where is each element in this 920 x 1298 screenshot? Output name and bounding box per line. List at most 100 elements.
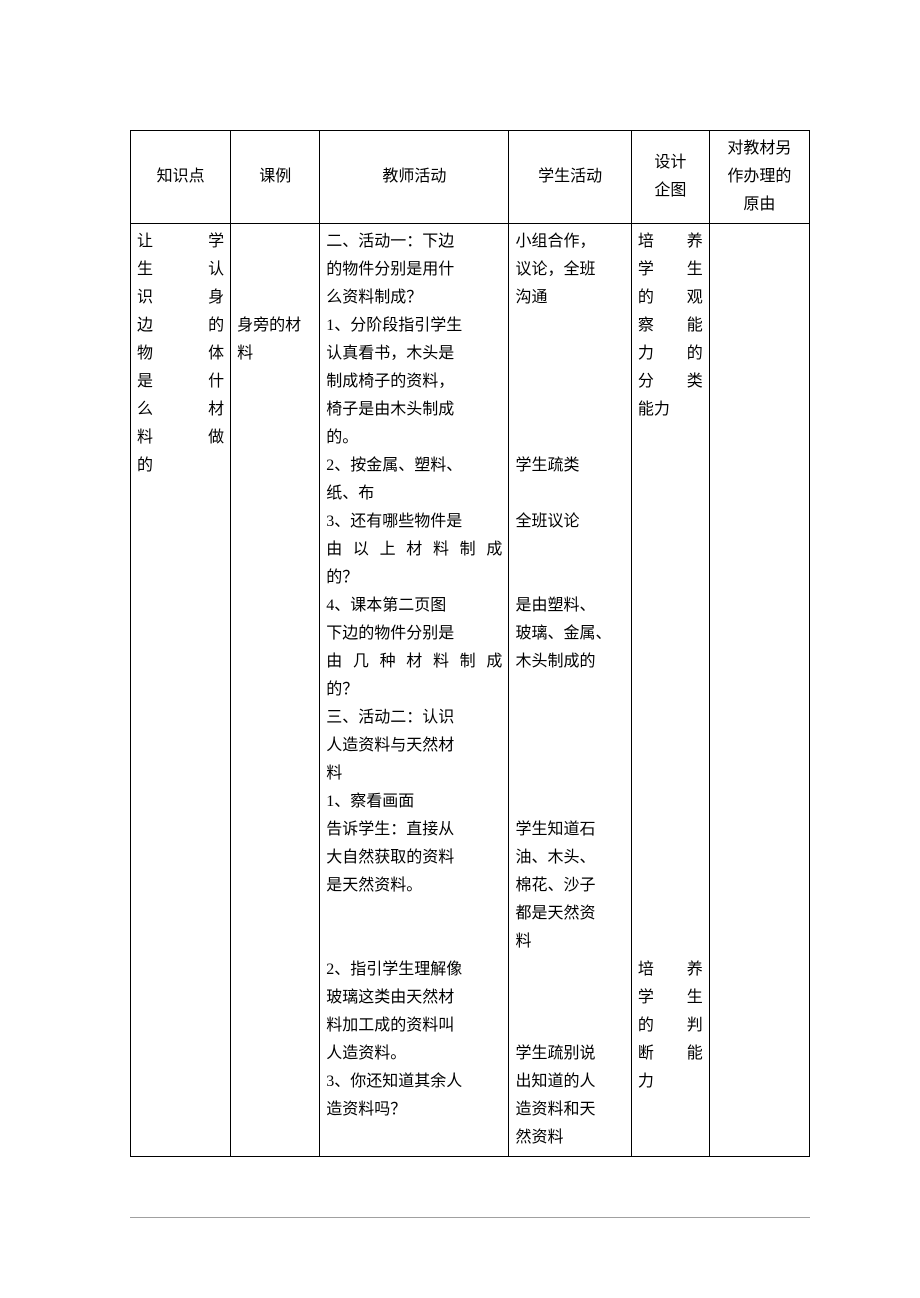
lesson-plan-table: 知识点 课例 教师活动 学生活动 设计 企图 对教材另 作办理的 原由 让学 生… <box>130 130 810 1157</box>
document-page: 知识点 课例 教师活动 学生活动 设计 企图 对教材另 作办理的 原由 让学 生… <box>0 0 920 1298</box>
table-header-row: 知识点 课例 教师活动 学生活动 设计 企图 对教材另 作办理的 原由 <box>131 131 810 224</box>
header-knowledge: 知识点 <box>131 131 231 224</box>
k-l7: 么材 <box>137 396 224 424</box>
s-q15: 出知道的人 <box>515 1068 624 1096</box>
k-l1: 让学 <box>137 228 224 256</box>
s-q9: 学生知道石 <box>515 816 624 844</box>
t-p24: 是天然资料。 <box>326 872 502 900</box>
t-p17: 的？ <box>326 676 502 704</box>
t-p12: 由以上材料制成 <box>326 536 502 564</box>
header-teacher: 教师活动 <box>320 131 509 224</box>
t-p13: 的？ <box>326 564 502 592</box>
ex-l2: 料 <box>237 340 313 368</box>
t-p30: 造资料吗？ <box>326 1096 502 1124</box>
k-l6: 是什 <box>137 368 224 396</box>
t-p19: 人造资料与天然材 <box>326 732 502 760</box>
t-p21: 1、察看画面 <box>326 788 502 816</box>
t-p4: 1、分阶段指引学生 <box>326 312 502 340</box>
s-q11: 棉花、沙子 <box>515 872 624 900</box>
t-p23: 大自然获取的资料 <box>326 844 502 872</box>
t-p3: 么资料制成？ <box>326 284 502 312</box>
k-l4: 边的 <box>137 312 224 340</box>
t-p15: 下边的物件分别是 <box>326 620 502 648</box>
s-q6: 是由塑料、 <box>515 592 624 620</box>
cell-teacher: 二、活动一：下边 的物件分别是用什 么资料制成？ 1、分阶段指引学生 认真看书，… <box>320 224 509 1157</box>
t-p1: 二、活动一：下边 <box>326 228 502 256</box>
spacer <box>237 228 313 312</box>
t-p28: 人造资料。 <box>326 1040 502 1068</box>
spacer <box>515 676 624 816</box>
header-intent-l2: 企图 <box>638 177 703 205</box>
header-intent-l1: 设计 <box>638 149 703 177</box>
s-q5: 全班议论 <box>515 508 624 536</box>
spacer <box>515 312 624 452</box>
cell-knowledge: 让学 生认 识身 边的 物体 是什 么材 料做 的 <box>131 224 231 1157</box>
t-p6: 制成椅子的资料， <box>326 368 502 396</box>
s-q10: 油、木头、 <box>515 844 624 872</box>
cell-reason <box>709 224 809 1157</box>
i-s3: 的判 <box>638 1012 703 1040</box>
t-p25: 2、指引学生理解像 <box>326 956 502 984</box>
cell-student: 小组合作， 议论，全班 沟通 学生疏类 全班议论 是由塑料、 玻璃、金属、 木头… <box>509 224 631 1157</box>
k-l9: 的 <box>137 452 224 480</box>
i-s2: 学生 <box>638 984 703 1012</box>
spacer <box>638 424 703 956</box>
s-q13: 料 <box>515 928 624 956</box>
cell-example: 身旁的材 料 <box>231 224 320 1157</box>
header-example: 课例 <box>231 131 320 224</box>
i-s5: 力 <box>638 1068 703 1096</box>
t-p14: 4、课本第二页图 <box>326 592 502 620</box>
k-l3: 识身 <box>137 284 224 312</box>
i-s4: 断能 <box>638 1040 703 1068</box>
i-l6: 分类 <box>638 368 703 396</box>
k-l5: 物体 <box>137 340 224 368</box>
header-student: 学生活动 <box>509 131 631 224</box>
t-p8: 的。 <box>326 424 502 452</box>
header-reason-l2: 作办理的 <box>716 163 803 191</box>
s-q8: 木头制成的 <box>515 648 624 676</box>
s-q3: 沟通 <box>515 284 624 312</box>
s-q12: 都是天然资 <box>515 900 624 928</box>
t-p18: 三、活动二：认识 <box>326 704 502 732</box>
t-p2: 的物件分别是用什 <box>326 256 502 284</box>
header-reason-l3: 原由 <box>716 191 803 219</box>
k-l2: 生认 <box>137 256 224 284</box>
header-reason: 对教材另 作办理的 原由 <box>709 131 809 224</box>
s-q4: 学生疏类 <box>515 452 624 480</box>
s-q17: 然资料 <box>515 1124 624 1152</box>
spacer <box>515 480 624 508</box>
t-p11: 3、还有哪些物件是 <box>326 508 502 536</box>
s-q7: 玻璃、金属、 <box>515 620 624 648</box>
footer-divider <box>130 1217 810 1218</box>
i-l4: 察能 <box>638 312 703 340</box>
spacer <box>515 536 624 592</box>
header-reason-l1: 对教材另 <box>716 135 803 163</box>
spacer <box>515 956 624 1040</box>
t-p26: 玻璃这类由天然材 <box>326 984 502 1012</box>
s-q14: 学生疏别说 <box>515 1040 624 1068</box>
i-l5: 力的 <box>638 340 703 368</box>
t-p7: 椅子是由木头制成 <box>326 396 502 424</box>
ex-l1: 身旁的材 <box>237 312 313 340</box>
i-s1: 培养 <box>638 956 703 984</box>
t-p29: 3、你还知道其余人 <box>326 1068 502 1096</box>
i-l7: 能力 <box>638 396 703 424</box>
s-q2: 议论，全班 <box>515 256 624 284</box>
i-l3: 的观 <box>638 284 703 312</box>
t-p16: 由几种材料制成 <box>326 648 502 676</box>
t-p22: 告诉学生：直接从 <box>326 816 502 844</box>
t-p27: 料加工成的资料叫 <box>326 1012 502 1040</box>
header-intent: 设计 企图 <box>631 131 709 224</box>
cell-intent: 培养 学生 的观 察能 力的 分类 能力 培养 学生 的判 断能 力 <box>631 224 709 1157</box>
t-p9: 2、按金属、塑料、 <box>326 452 502 480</box>
table-body-row: 让学 生认 识身 边的 物体 是什 么材 料做 的 身旁的材 料 二、活动一：下… <box>131 224 810 1157</box>
k-l8: 料做 <box>137 424 224 452</box>
spacer <box>326 900 502 956</box>
t-p5: 认真看书，木头是 <box>326 340 502 368</box>
i-l2: 学生 <box>638 256 703 284</box>
t-p10: 纸、布 <box>326 480 502 508</box>
s-q16: 造资料和天 <box>515 1096 624 1124</box>
t-p20: 料 <box>326 760 502 788</box>
s-q1: 小组合作， <box>515 228 624 256</box>
i-l1: 培养 <box>638 228 703 256</box>
